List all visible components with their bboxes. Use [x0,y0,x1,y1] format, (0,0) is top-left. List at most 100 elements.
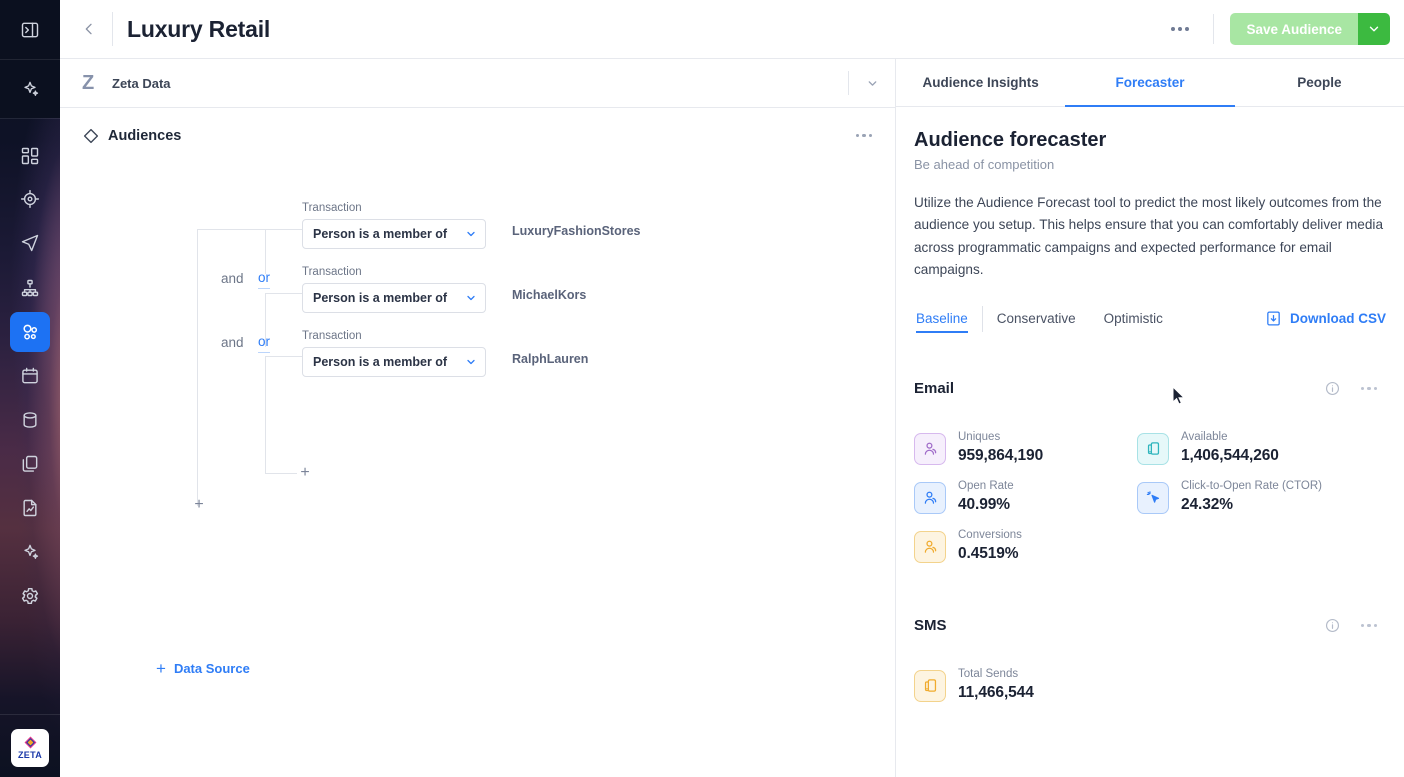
condition-operator-select[interactable]: Person is a member of [302,219,486,249]
audiences-bubbles-icon[interactable] [10,312,50,352]
metric-value: 24.32% [1181,495,1233,513]
save-audience-button[interactable]: Save Audience [1230,13,1358,45]
condition-operator-select[interactable]: Person is a member of [302,347,486,377]
metric-label: Uniques [958,430,1001,443]
section-more-horizontal-icon[interactable] [1352,611,1386,641]
send-paper-plane-icon[interactable] [10,223,50,263]
chevron-down-icon [465,356,477,368]
metric-value: 0.4519% [958,544,1019,562]
condition-type-label: Transaction [302,266,362,278]
metric-text: Open Rate 40.99% [958,479,1014,514]
audiences-more-horizontal-icon[interactable] [847,121,881,151]
gear-settings-icon[interactable] [10,576,50,616]
add-condition-plus-icon[interactable]: + [300,464,310,481]
zeta-logo-text: ZETA [17,750,43,760]
metric-total-sends: Total Sends 11,466,544 [914,667,1137,702]
metric-text: Total Sends 11,466,544 [958,667,1034,702]
page-title: Luxury Retail [127,15,271,42]
more-horizontal-icon[interactable] [1163,14,1197,44]
header-actions-divider [1213,14,1215,44]
dashboard-grid-icon[interactable] [10,136,50,176]
metric-label: Total Sends [958,667,1019,680]
mode-conservative[interactable]: Conservative [996,311,1076,327]
metric-label: Available [1181,430,1228,443]
report-document-icon[interactable] [10,488,50,528]
person-icon [914,481,946,514]
top-header-bar: Luxury Retail Save Audience [60,0,1404,59]
calendar-icon[interactable] [10,356,50,396]
rail-bottom-divider [0,714,60,715]
metric-label: Conversions [958,528,1022,541]
operator-or-2[interactable]: or [258,335,271,353]
metric-value: 1,406,544,260 [1181,446,1279,464]
metric-section-email: Email [914,374,1386,563]
section-more-horizontal-icon[interactable] [1352,374,1386,404]
forecaster-subtitle: Be ahead of competition [914,157,1055,172]
target-icon[interactable] [10,179,50,219]
section-actions [1325,374,1386,404]
data-source-chevron-down-icon[interactable] [859,70,885,96]
condition-operator-value: Person is a member of [313,355,448,369]
sparkle-insights-icon[interactable] [10,532,50,572]
operator-and-1[interactable]: and [221,271,244,286]
add-group-plus-icon[interactable]: + [194,496,204,513]
audiences-card-header: Audiences [60,108,895,163]
click-cursor-icon [1137,481,1169,514]
download-file-icon [1267,311,1280,326]
copy-layers-icon[interactable] [10,444,50,484]
zeta-logo[interactable]: ZETA [11,729,49,767]
inner-line-c [265,356,266,474]
tab-audience-insights[interactable]: Audience Insights [922,75,1039,90]
data-source-name: Zeta Data [112,75,171,91]
device-icon [1137,432,1169,465]
tab-people[interactable]: People [1297,75,1342,90]
database-icon[interactable] [10,400,50,440]
header-divider [112,12,113,46]
data-source-bar[interactable]: Z Zeta Data [60,59,895,108]
branch-line-3 [265,356,303,357]
chevron-down-icon [465,292,477,304]
journey-flow-icon[interactable] [10,268,50,308]
sparkle-ai-icon[interactable] [10,69,50,109]
info-circle-icon[interactable] [1325,618,1340,633]
mode-baseline[interactable]: Baseline [914,311,982,334]
section-actions [1325,611,1386,641]
metric-text: Available 1,406,544,260 [1181,430,1279,465]
mode-optimistic[interactable]: Optimistic [1103,311,1163,327]
person-icon [914,432,946,465]
forecaster-title: Audience forecaster [914,129,1107,151]
save-audience-chevron-down-icon[interactable] [1358,13,1390,45]
operator-or-1[interactable]: or [258,271,271,289]
branch-line-add [265,473,297,474]
condition-operator-select[interactable]: Person is a member of [302,283,486,313]
query-builder-canvas: and or and or Transaction Person is a me… [60,163,895,777]
group-top-horizontal-line [197,229,265,230]
rail-divider-2 [0,118,60,119]
chevron-left-icon[interactable] [74,14,104,44]
operator-and-2[interactable]: and [221,335,244,350]
info-circle-icon[interactable] [1325,381,1340,396]
metric-label: Open Rate [958,479,1014,492]
sms-metric-grid: Total Sends 11,466,544 [914,667,1386,702]
metric-text: Click-to-Open Rate (CTOR) 24.32% [1181,479,1322,514]
body-split: Z Zeta Data Audiences [60,59,1404,777]
diamond-sparkle-icon [83,128,99,143]
metric-available: Available 1,406,544,260 [1137,430,1360,465]
metric-ctor: Click-to-Open Rate (CTOR) 24.32% [1137,479,1360,514]
forecaster-description: Utilize the Audience Forecast tool to pr… [914,195,1384,278]
add-data-source-link[interactable]: + Data Source [156,559,250,777]
forecast-mode-row: Baseline Conservative Optimistic Downloa… [914,305,1386,334]
left-nav-rail: ZETA [0,0,60,777]
condition-value-label: MichaelKors [512,288,587,302]
metric-uniques: Uniques 959,864,190 [914,430,1137,465]
header-actions: Save Audience [1163,13,1390,45]
zeta-badge: Z [82,71,95,94]
metric-section-sms: SMS [914,611,1386,702]
email-metric-grid: Uniques 959,864,190 [914,430,1386,563]
download-csv-label: Download CSV [1289,311,1386,327]
download-csv-button[interactable]: Download CSV [1265,310,1386,327]
right-pane-tabs: Audience Insights Forecaster People [896,59,1404,107]
panel-toggle-icon[interactable] [10,10,50,50]
tab-forecaster[interactable]: Forecaster [1065,59,1235,107]
